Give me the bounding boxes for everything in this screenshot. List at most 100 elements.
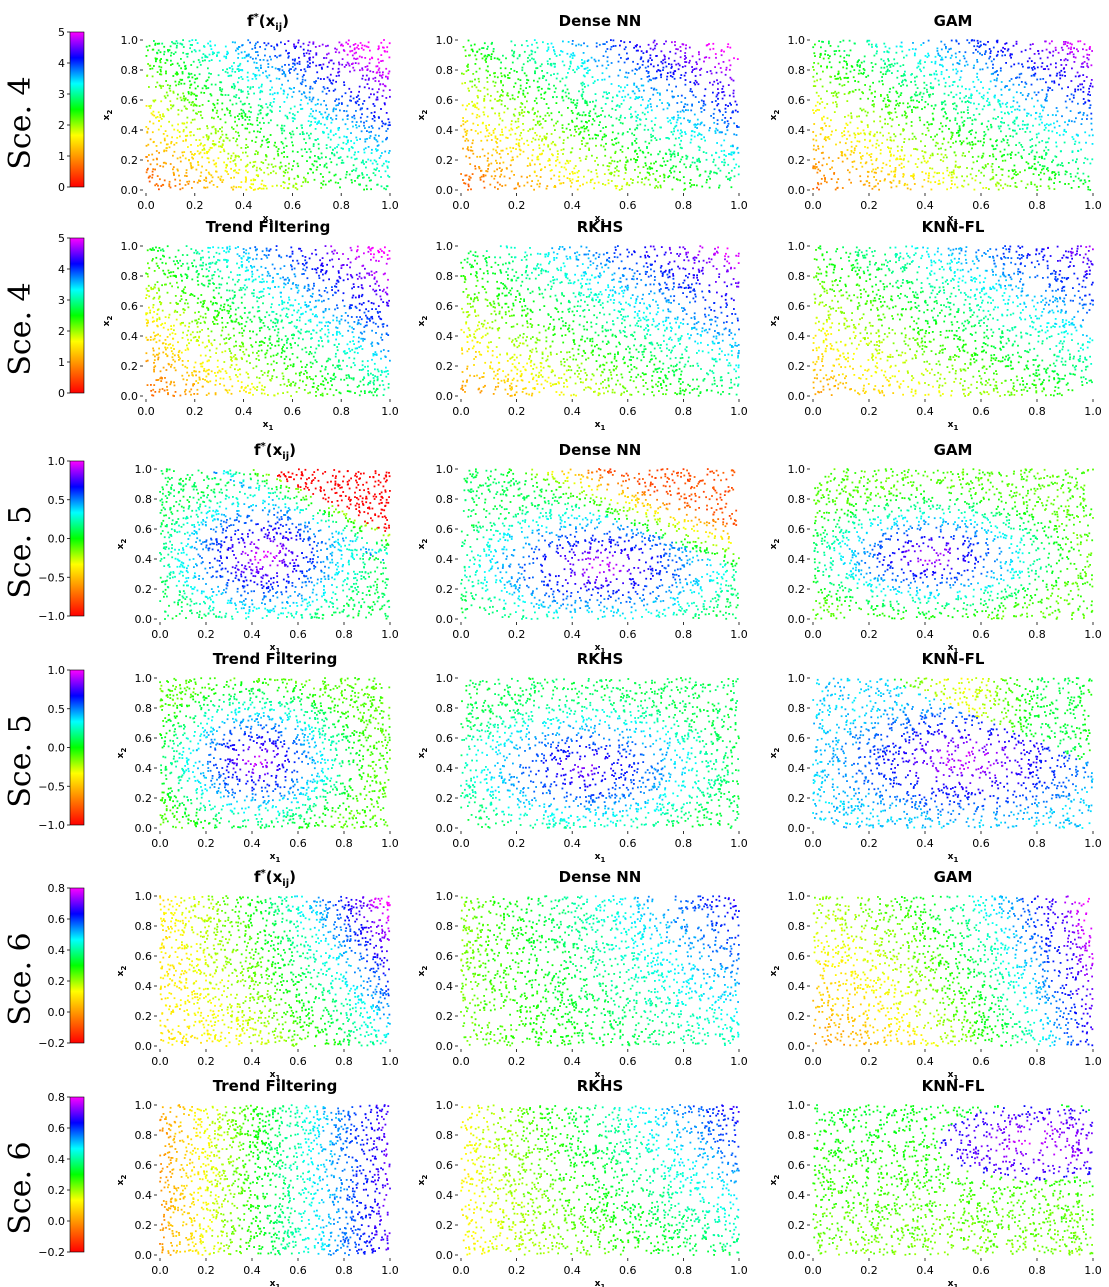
scatter-point — [304, 178, 307, 180]
scatter-point — [358, 90, 360, 93]
scatter-point — [734, 109, 737, 112]
scatter-point — [1010, 65, 1013, 68]
scatter-point — [922, 42, 925, 44]
scatter-point — [546, 185, 549, 187]
scatter-point — [916, 166, 919, 168]
scatter-point — [1024, 49, 1027, 52]
scatter-point — [570, 181, 573, 184]
scatter-point — [980, 123, 983, 125]
scatter-point — [1072, 53, 1075, 56]
scatter-point — [576, 188, 579, 191]
scatter-point — [1029, 139, 1032, 142]
scatter-point — [638, 146, 640, 149]
scatter-point — [601, 72, 604, 75]
scatter-point — [214, 44, 216, 47]
scatter-point — [726, 46, 729, 48]
scatter-point — [1018, 83, 1020, 86]
scatter-point — [252, 86, 254, 88]
scatter-point — [1088, 134, 1091, 137]
scatter-point — [724, 73, 727, 76]
scatter-point — [840, 151, 843, 153]
scatter-point — [624, 117, 626, 119]
scatter-point — [602, 43, 605, 45]
scatter-point — [323, 123, 326, 126]
scatter-point — [662, 69, 664, 71]
scatter-point — [585, 72, 588, 74]
scatter-point — [467, 63, 469, 66]
scatter-point — [165, 91, 168, 94]
scatter-point — [632, 179, 634, 181]
scatter-point — [886, 105, 889, 108]
scatter-point — [293, 62, 296, 65]
scatter-point — [536, 46, 539, 49]
scatter-point — [1060, 46, 1063, 49]
scatter-point — [590, 170, 593, 173]
scatter-point — [331, 118, 334, 121]
scatter-point — [889, 181, 892, 183]
scatter-point — [473, 103, 476, 106]
scatter-point — [714, 132, 717, 134]
scatter-point — [1046, 56, 1049, 59]
scatter-point — [592, 100, 594, 103]
scatter-point — [505, 147, 508, 150]
scatter-point — [363, 100, 366, 102]
scatter-point — [357, 104, 360, 106]
scatter-point — [720, 50, 723, 52]
scatter-point — [902, 128, 904, 130]
scatter-point — [317, 122, 320, 124]
scatter-point — [182, 154, 184, 157]
scatter-point — [1032, 43, 1034, 45]
scatter-point — [195, 112, 197, 115]
scatter-point — [217, 115, 219, 118]
scatter-point — [155, 58, 157, 61]
scatter-point — [206, 56, 209, 59]
scatter-point — [359, 69, 361, 72]
scatter-point — [673, 59, 676, 62]
scatter-point — [467, 139, 470, 142]
scatter-point — [245, 54, 248, 57]
scatter-point — [251, 78, 254, 80]
scatter-point — [980, 171, 983, 174]
scatter-point — [813, 158, 816, 160]
scatter-point — [240, 181, 243, 183]
scatter-point — [477, 108, 480, 111]
scatter-point — [826, 65, 828, 68]
scatter-point — [310, 100, 313, 103]
scatter-point — [553, 124, 555, 127]
scatter-point — [388, 176, 391, 178]
scatter-point — [560, 114, 563, 117]
scatter-point — [901, 50, 904, 53]
scatter-point — [1026, 123, 1029, 126]
scatter-point — [615, 187, 618, 190]
scatter-point — [889, 117, 892, 120]
scatter-point — [160, 100, 163, 103]
scatter-point — [1054, 174, 1056, 177]
scatter-point — [812, 75, 815, 78]
scatter-point — [573, 71, 576, 74]
scatter-point — [159, 61, 162, 64]
scatter-point — [164, 96, 167, 99]
scatter-point — [1084, 181, 1087, 184]
scatter-point — [868, 184, 871, 187]
scatter-point — [232, 137, 235, 139]
scatter-point — [338, 74, 340, 77]
scatter-point — [644, 124, 647, 127]
scatter-point — [882, 162, 885, 165]
scatter-point — [185, 126, 188, 129]
scatter-point — [487, 70, 489, 73]
scatter-point — [300, 99, 303, 101]
scatter-point — [315, 160, 318, 163]
scatter-point — [569, 151, 572, 154]
scatter-point — [847, 80, 850, 83]
scatter-point — [883, 179, 886, 182]
scatter-point — [585, 155, 588, 158]
scatter-point — [288, 87, 291, 90]
scatter-point — [892, 179, 895, 182]
scatter-point — [666, 72, 669, 74]
scatter-point — [1007, 48, 1010, 51]
scatter-point — [303, 91, 305, 94]
scatter-point — [301, 81, 304, 83]
scatter-point — [659, 92, 661, 95]
scatter-point — [996, 77, 998, 80]
scatter-point — [648, 174, 651, 176]
